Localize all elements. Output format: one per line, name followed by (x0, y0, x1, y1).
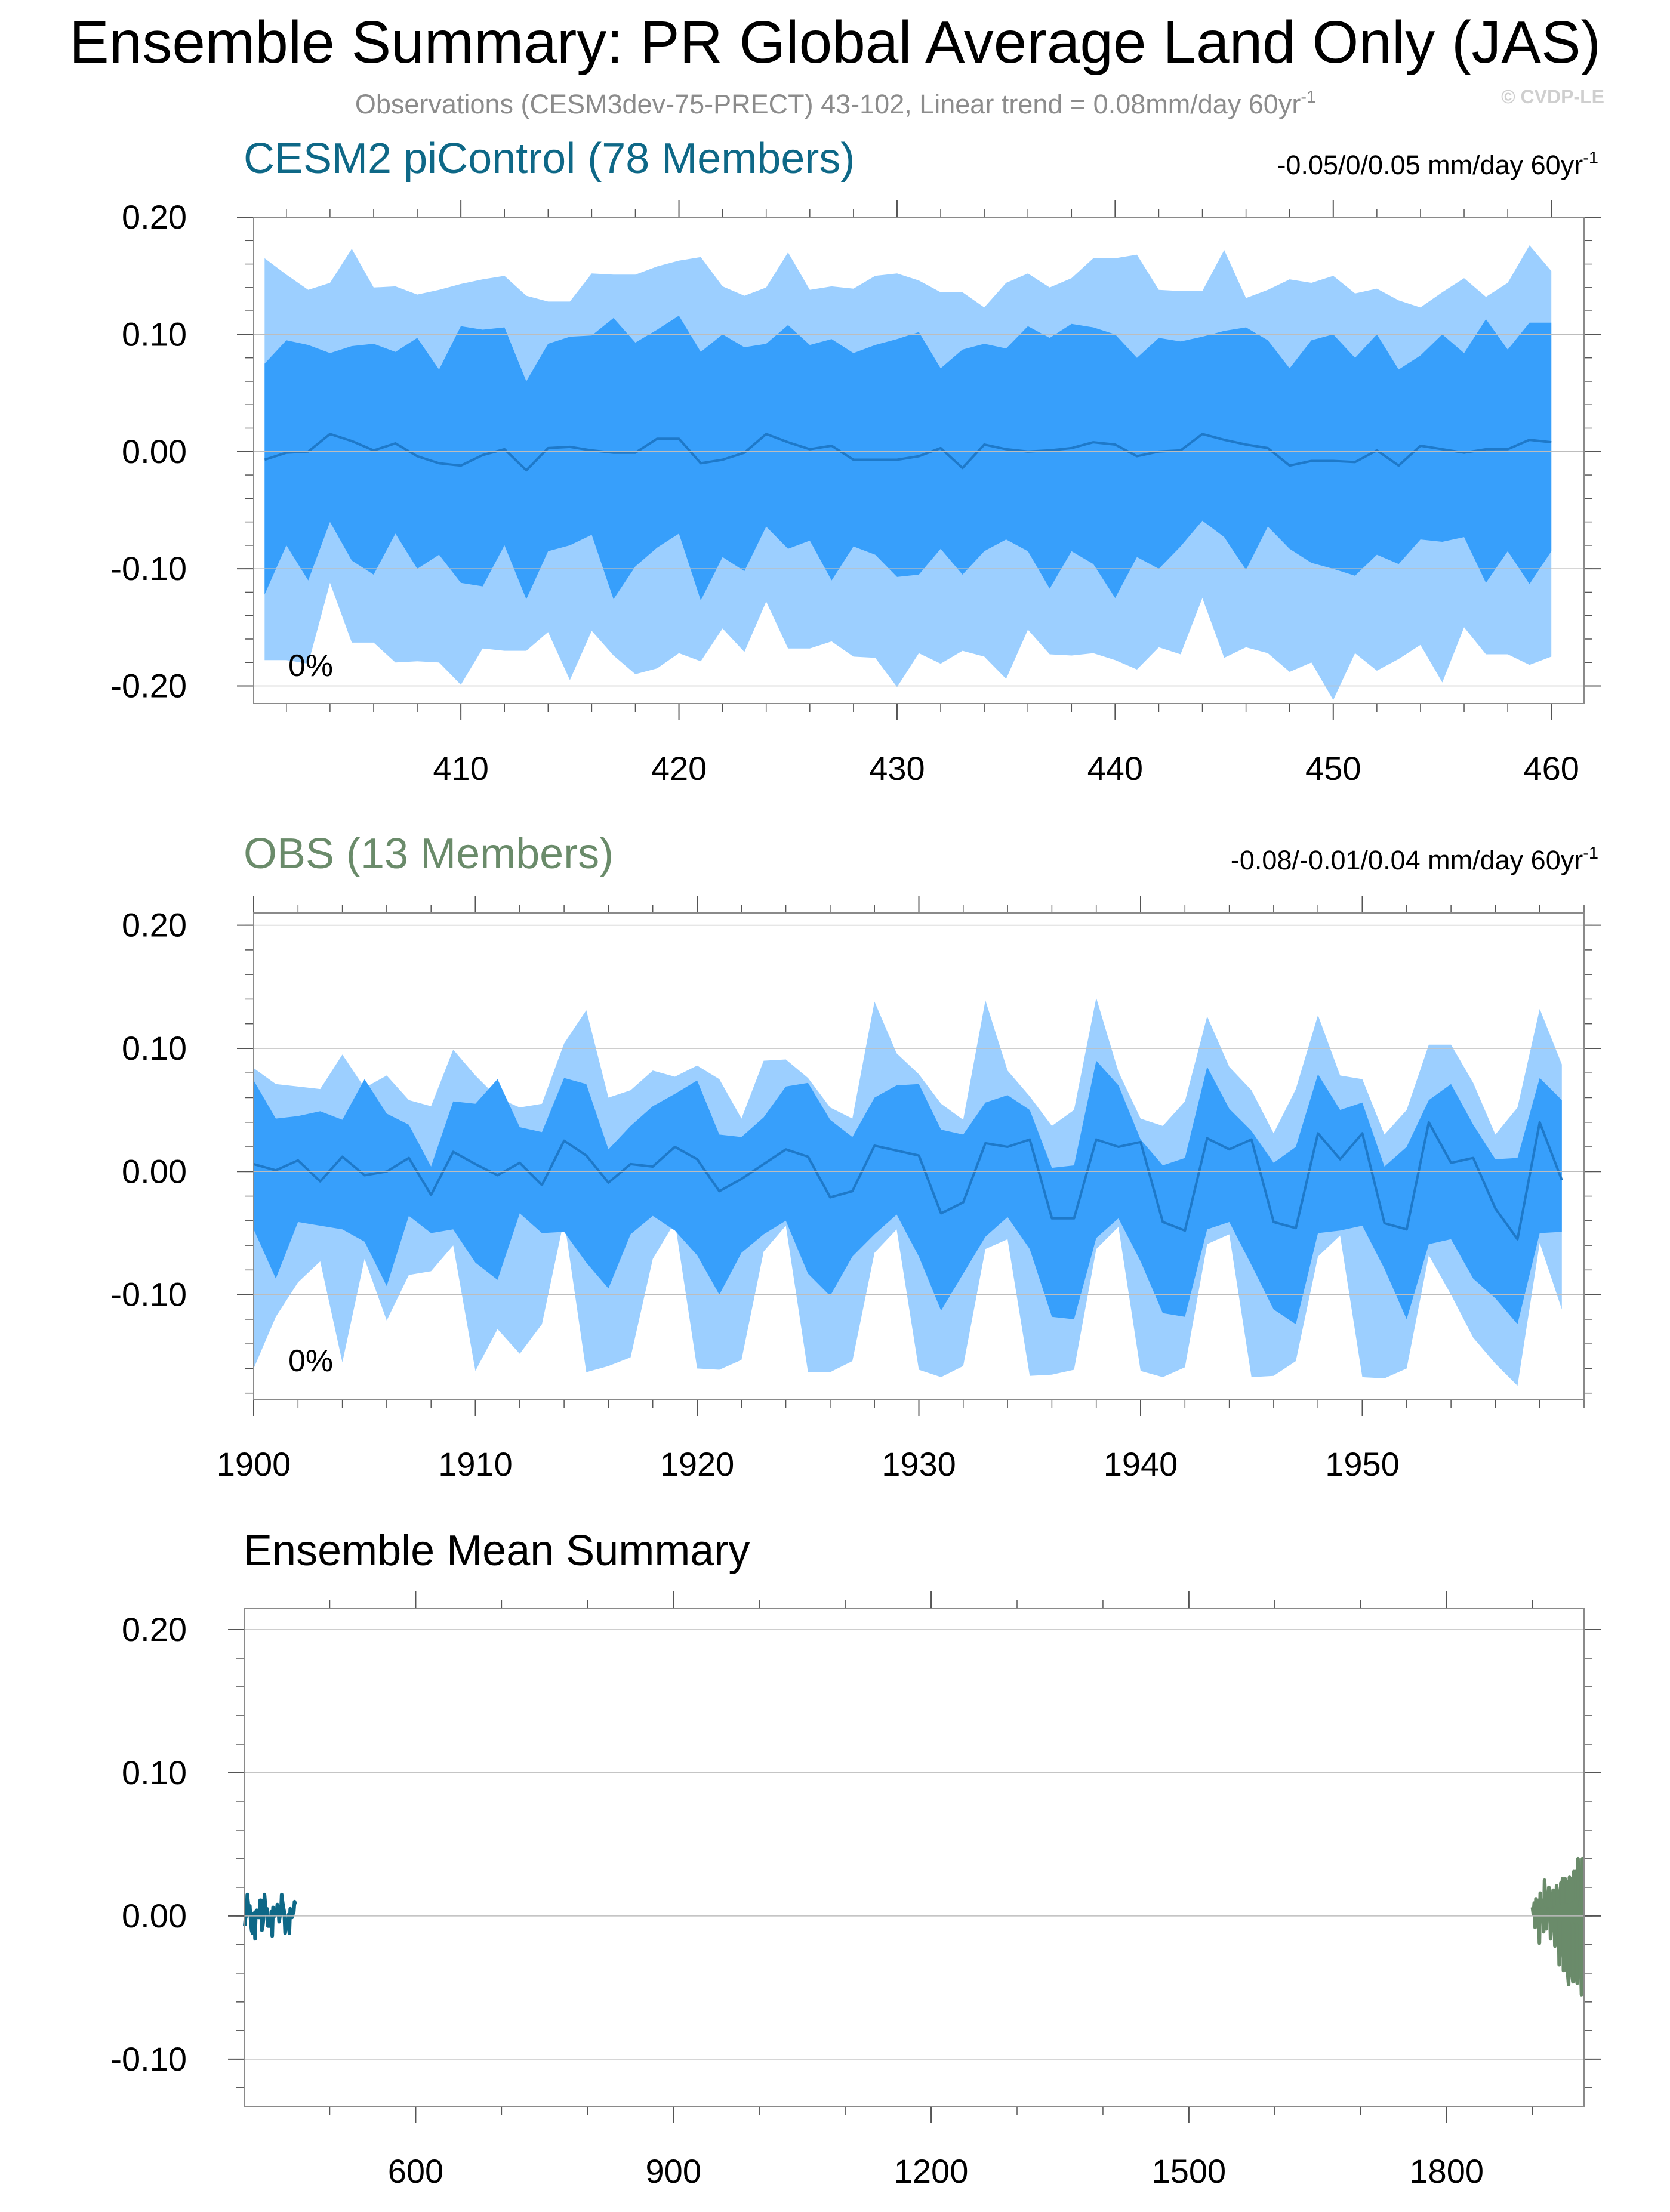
y-tick-label-2-3: -0.10 (110, 2040, 187, 2078)
plot-area-cesm2: 0.20 0.10 0.00 -0.10 -0.20 410 420 430 440 450 460 (110, 198, 1601, 787)
panel-title-ensemble-mean: Ensemble Mean Summary (244, 1527, 750, 1575)
panel-obs: OBS (13 Members) -0.08/-0.01/0.04 mm/day… (110, 830, 1601, 1483)
panel-title-obs: OBS (13 Members) (244, 830, 614, 878)
y-tick-label-0-4: -0.20 (110, 667, 187, 705)
ensemble-mean-line-0 (264, 433, 1552, 472)
panel-ensemble-mean: Ensemble Mean Summary 0.20 0.10 0.00 -0.10 6… (110, 1527, 1601, 2190)
x-tick-label-2-1: 900 (646, 2152, 701, 2190)
plot-area-ensemble-mean: 0.20 0.10 0.00 -0.10 600 900 1200 1500 1800 (110, 1591, 1601, 2190)
y-tick-label-0-3: -0.10 (110, 550, 187, 587)
x-tick-label-1-2: 1920 (660, 1445, 735, 1483)
panel-cesm2-picontrol: CESM2 piControl (78 Members) -0.05/0/0.0… (110, 135, 1601, 787)
percent-label-cesm2: 0% (288, 649, 333, 683)
trend-label-obs: -0.08/-0.01/0.04 mm/day 60yr-1 (1231, 844, 1598, 875)
trend-text-obs: -0.08/-0.01/0.04 mm/day 60yr (1231, 845, 1583, 875)
band-inner-range-1 (254, 1060, 1562, 1325)
x-tick-label-1-5: 1950 (1325, 1445, 1400, 1483)
trend-superscript-cesm2: -1 (1583, 149, 1598, 168)
x-tick-label-2-4: 1800 (1409, 2152, 1484, 2190)
y-tick-label-2-2: 0.00 (122, 1897, 187, 1935)
plot-frame-1 (253, 912, 1585, 1400)
credit-label: © CVDP-LE (1501, 86, 1604, 107)
y-tick-label-0-2: 0.00 (122, 433, 187, 470)
trend-text-cesm2: -0.05/0/0.05 mm/day 60yr (1277, 150, 1583, 180)
plot-frame-0 (253, 217, 1585, 704)
panel-title-cesm2: CESM2 piControl (78 Members) (244, 135, 855, 183)
x-tick-label-2-0: 600 (388, 2152, 443, 2190)
y-tick-label-0-0: 0.20 (122, 198, 187, 236)
y-tick-label-0-1: 0.10 (122, 315, 187, 353)
figure-title: Ensemble Summary: PR Global Average Land… (69, 9, 1601, 76)
x-tick-label-0-3: 440 (1087, 749, 1143, 787)
y-tick-label-1-2: 0.00 (122, 1152, 187, 1190)
plot-area-obs: 0.20 0.10 0.00 -0.10 1900 1910 1920 1930 1940 195… (110, 896, 1601, 1483)
figure-subtitle: Observations (CESM3dev-75-PRECT) 43-102,… (355, 88, 1316, 119)
x-tick-label-2-3: 1500 (1152, 2152, 1227, 2190)
x-tick-label-0-2: 430 (869, 749, 925, 787)
cesm2-mean-line (243, 1892, 297, 1941)
plot-frame-2 (244, 1608, 1585, 2107)
x-tick-label-0-5: 460 (1523, 749, 1579, 787)
subtitle-text: Observations (CESM3dev-75-PRECT) 43-102,… (355, 89, 1301, 119)
ensemble-mean-line-1 (253, 1121, 1563, 1241)
x-tick-label-0-4: 450 (1305, 749, 1361, 787)
y-tick-label-2-1: 0.10 (122, 1754, 187, 1791)
x-tick-label-1-3: 1930 (882, 1445, 956, 1483)
y-tick-label-1-0: 0.20 (122, 906, 187, 944)
x-tick-label-0-0: 410 (433, 749, 488, 787)
x-tick-label-0-1: 420 (651, 749, 707, 787)
subtitle-superscript: -1 (1301, 88, 1316, 107)
y-tick-label-1-3: -0.10 (110, 1276, 187, 1313)
x-tick-label-2-2: 1200 (894, 2152, 969, 2190)
x-tick-label-1-4: 1940 (1104, 1445, 1178, 1483)
x-tick-label-1-1: 1910 (438, 1445, 513, 1483)
y-tick-label-1-1: 0.10 (122, 1029, 187, 1067)
trend-superscript-obs: -1 (1583, 844, 1598, 863)
percent-label-obs: 0% (288, 1344, 333, 1378)
trend-label-cesm2: -0.05/0/0.05 mm/day 60yr-1 (1277, 149, 1598, 180)
x-tick-label-1-0: 1900 (217, 1445, 291, 1483)
y-tick-label-2-0: 0.20 (122, 1611, 187, 1648)
